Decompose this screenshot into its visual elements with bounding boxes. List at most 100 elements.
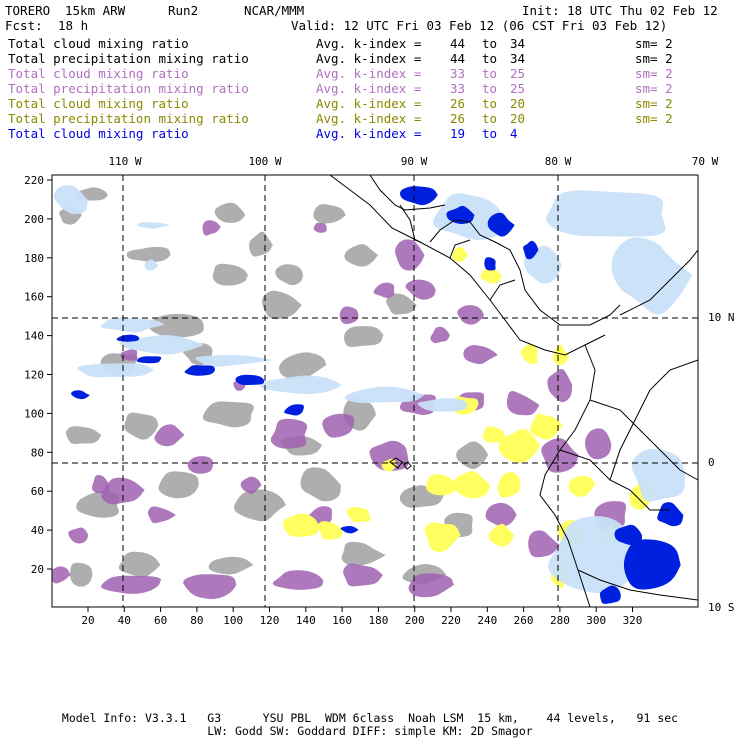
y-tick-label: 80	[31, 446, 44, 459]
purple-precip-patch	[339, 306, 359, 325]
longitude-label: 110 W	[108, 155, 141, 168]
legend-kindex-from: 33	[450, 66, 466, 81]
light-blue-cloud-band	[417, 398, 468, 412]
blue-cloud-core	[623, 539, 681, 590]
legend-field-name: Total cloud mixing ratio	[8, 96, 189, 111]
legend-row: Total precipitation mixing ratio Avg. k-i…	[8, 51, 728, 66]
y-tick-label: 200	[24, 213, 44, 226]
coastline	[399, 204, 421, 243]
purple-precip-patch	[485, 502, 517, 527]
gray-cloud-patch	[118, 551, 161, 578]
purple-precip-patch	[313, 222, 327, 233]
gray-cloud-patch	[214, 202, 246, 223]
yellow-precip-patch	[552, 344, 569, 366]
purple-precip-patch	[183, 574, 237, 600]
x-tick-label: 40	[118, 614, 131, 627]
purple-precip-patch	[240, 476, 262, 494]
legend-to-word: to	[482, 36, 498, 51]
purple-precip-patch	[547, 369, 573, 403]
gray-cloud-patch	[69, 562, 93, 587]
legend-row: Total cloud mixing ratio Avg. k-index = 33…	[8, 66, 728, 81]
yellow-precip-patch	[482, 426, 505, 443]
gray-cloud-patch	[158, 471, 199, 499]
valid-time: Valid: 12 UTC Fri 03 Feb 12 (06 CST Fri …	[291, 18, 668, 33]
legend-field-name: Total cloud mixing ratio	[8, 36, 189, 51]
run-name: Run2	[168, 3, 199, 18]
gray-cloud-patch	[124, 412, 159, 440]
coastline	[449, 239, 471, 259]
x-tick-label: 260	[514, 614, 534, 627]
header-line-1: TORERO 15km ARW Run2 NCAR/MMM Init: 18 U…	[5, 3, 735, 18]
x-tick-label: 20	[81, 614, 94, 627]
legend-to-word: to	[482, 126, 498, 141]
x-tick-label: 200	[405, 614, 425, 627]
purple-precip-patch	[506, 390, 540, 416]
light-blue-cloud-band	[546, 190, 666, 237]
y-tick-label: 100	[24, 407, 44, 420]
gray-cloud-patch	[149, 313, 204, 338]
y-axis-ticks: 220 200 180 160 140 120 100 80 60 40 20	[24, 174, 52, 576]
yellow-precip-patch	[497, 472, 521, 498]
fcst-label: Fcst:	[5, 18, 43, 33]
light-blue-cloud-band	[344, 386, 425, 404]
coastline	[329, 174, 606, 356]
purple-precip-patch	[202, 220, 221, 236]
yellow-precip-patch	[424, 522, 461, 552]
blue-cloud-core	[446, 205, 475, 224]
legend-kindex-label: Avg. k-index =	[316, 111, 422, 126]
coastline	[609, 359, 699, 481]
legend-smoothing: sm= 2	[635, 111, 673, 126]
legend-kindex-from: 33	[450, 81, 466, 96]
purple-precip-patch	[343, 563, 383, 587]
blue-cloud-core	[614, 524, 642, 546]
gray-cloud-patch	[202, 401, 254, 428]
yellow-precip-patch	[452, 246, 468, 262]
blue-cloud-core	[116, 334, 140, 342]
yellow-precip-patch	[346, 506, 371, 523]
coastline	[539, 344, 596, 608]
x-tick-label: 280	[550, 614, 570, 627]
legend-kindex-label: Avg. k-index =	[316, 81, 422, 96]
purple-precip-patch	[68, 527, 89, 544]
light-blue-cloud-band	[53, 185, 88, 215]
yellow-precip-patch	[480, 266, 502, 284]
blue-cloud-core	[71, 390, 90, 400]
purple-precip-patch	[528, 530, 560, 558]
gray-cloud-patch	[344, 244, 378, 267]
fcst-value: 18 h	[58, 18, 89, 33]
x-tick-label: 320	[623, 614, 643, 627]
legend-kindex-from: 44	[450, 36, 466, 51]
x-tick-label: 60	[154, 614, 167, 627]
gray-cloud-patch	[249, 231, 273, 257]
legend-kindex-label: Avg. k-index =	[316, 51, 422, 66]
legend-field-name: Total cloud mixing ratio	[8, 126, 189, 141]
purple-precip-patch	[270, 418, 308, 449]
purple-precip-patch	[457, 305, 484, 325]
x-tick-label: 220	[441, 614, 461, 627]
model-name: TORERO	[5, 3, 51, 18]
purple-precip-patch	[373, 282, 395, 298]
legend-kindex-from: 44	[450, 51, 466, 66]
blue-cloud-core	[399, 186, 438, 206]
y-tick-label: 160	[24, 291, 44, 304]
purple-precip-patch	[52, 566, 71, 584]
legend-kindex-label: Avg. k-index =	[316, 36, 422, 51]
map-border	[51, 174, 699, 608]
light-blue-cloud-band	[100, 317, 165, 333]
gray-cloud-patch	[278, 352, 327, 379]
weather-map: 110 W 100 W 90 W 80 W 70 W 20 40 60 80 100 120 140…	[24, 155, 735, 627]
gray-cloud-patch	[343, 326, 384, 347]
longitude-label: 100 W	[248, 155, 281, 168]
gray-cloud-patch	[386, 293, 417, 315]
coastline	[489, 279, 516, 301]
y-tick-label: 40	[31, 524, 44, 537]
legend-field-name: Total precipitation mixing ratio	[8, 81, 249, 96]
legend-field-name: Total precipitation mixing ratio	[8, 51, 249, 66]
y-tick-label: 20	[31, 563, 44, 576]
light-blue-cloud-band	[144, 259, 159, 271]
light-blue-cloud-band	[77, 363, 155, 378]
legend-to-word: to	[482, 96, 498, 111]
yellow-precip-patch	[488, 523, 514, 547]
latitude-label: 10 S	[708, 601, 735, 614]
blue-cloud-core	[487, 212, 515, 237]
